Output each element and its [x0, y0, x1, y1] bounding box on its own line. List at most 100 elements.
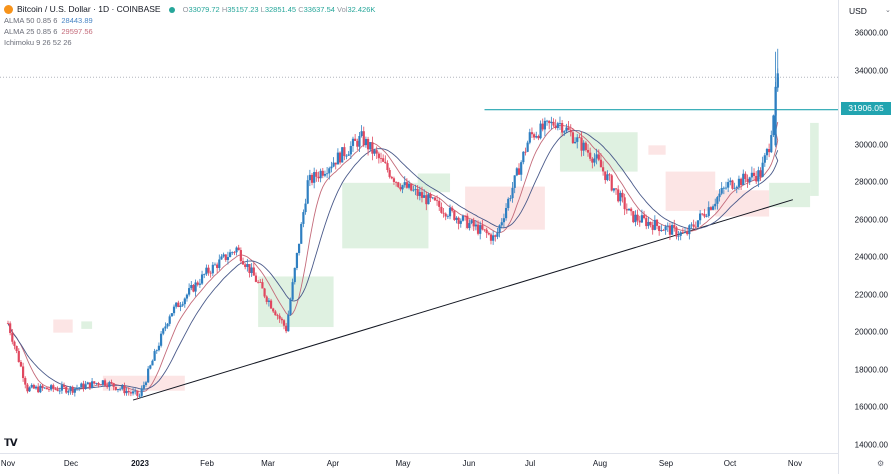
candle-body	[397, 182, 400, 188]
time-label-year: 2023	[131, 459, 149, 468]
candle-body	[597, 154, 600, 160]
price-axis[interactable]: USD ⌄ 36000.00 34000.00 31906.05 30000.0…	[838, 0, 895, 474]
chevron-down-icon[interactable]: ⌄	[885, 7, 891, 14]
time-label: Jun	[462, 459, 476, 468]
candle-body	[336, 152, 339, 165]
candle-body	[423, 195, 426, 198]
candle-body	[254, 275, 258, 282]
candle-body	[323, 173, 327, 176]
candle-body	[720, 188, 723, 194]
candle-body	[711, 206, 715, 210]
candle-body	[448, 207, 452, 217]
candle-body	[625, 209, 628, 211]
candle-body	[69, 386, 72, 392]
candle-body	[479, 225, 482, 234]
candle-body	[291, 282, 294, 300]
candle-body	[60, 385, 64, 391]
candle-body	[412, 189, 415, 191]
candle-body	[772, 115, 775, 136]
candle-body	[101, 380, 104, 385]
candle-body	[384, 161, 387, 164]
currency-selector[interactable]: USD	[849, 6, 867, 16]
candle-body	[416, 189, 419, 196]
candle-body	[30, 384, 33, 388]
candle-body	[444, 213, 447, 217]
candle-body	[140, 388, 143, 396]
candle-body	[466, 215, 469, 228]
ichimoku-cloud	[342, 182, 429, 249]
candle-body	[472, 220, 475, 227]
candle-body	[425, 195, 428, 205]
candle-body	[420, 192, 424, 198]
settings-icon[interactable]: ⚙	[877, 459, 885, 468]
candle-body	[630, 208, 633, 212]
candle-body	[209, 272, 212, 274]
candle-body	[435, 200, 439, 202]
candle-body	[556, 123, 559, 129]
candle-body	[11, 332, 14, 342]
candle-body	[289, 299, 292, 315]
candle-body	[84, 384, 87, 389]
candle-body	[776, 77, 779, 88]
candle-body	[82, 383, 85, 389]
candle-body	[517, 168, 521, 175]
candle-body	[345, 155, 348, 157]
candle-body	[282, 320, 286, 326]
candle-body	[80, 383, 83, 388]
candle-body	[121, 386, 124, 389]
candle-body	[606, 174, 609, 181]
candle-body	[317, 176, 320, 179]
candle-body	[470, 220, 473, 224]
symbol-title[interactable]: Bitcoin / U.S. Dollar · 1D · COINBASE	[17, 4, 161, 14]
candle-body	[545, 120, 549, 122]
candle-body	[679, 232, 682, 236]
candle-body	[224, 254, 227, 260]
price-chart-canvas[interactable]	[0, 0, 838, 453]
candle-body	[326, 173, 329, 175]
ichimoku-cloud	[810, 122, 819, 196]
candle-body	[351, 138, 355, 146]
candle-body	[496, 232, 499, 237]
indicator-alma-50[interactable]: ALMA 50 0.85 6 28443.89	[4, 16, 93, 25]
candle-body	[645, 218, 648, 227]
candle-body	[364, 138, 368, 146]
time-label: Nov	[0, 459, 16, 468]
candle-body	[763, 155, 766, 163]
candle-body	[177, 302, 180, 308]
candle-body	[440, 206, 443, 213]
indicator-ichimoku[interactable]: Ichimoku 9 26 52 26	[4, 38, 72, 47]
candle-body	[727, 182, 730, 188]
chart-legend: Bitcoin / U.S. Dollar · 1D · COINBASE O3…	[4, 4, 375, 48]
candle-body	[185, 294, 189, 299]
candle-body	[144, 382, 148, 385]
candle-body	[576, 137, 579, 142]
candle-body	[701, 213, 704, 215]
candle-body	[614, 188, 618, 190]
candle-body	[366, 138, 370, 150]
candle-body	[569, 129, 572, 133]
candle-body	[347, 154, 350, 156]
candle-body	[395, 181, 398, 183]
candle-body	[97, 383, 100, 385]
ichimoku-cloud	[53, 319, 73, 333]
candle-body	[502, 218, 506, 223]
candle-body	[716, 197, 719, 204]
candle-body	[203, 274, 206, 276]
ichimoku-cloud	[665, 171, 716, 211]
candle-body	[213, 264, 217, 266]
candle-body	[399, 187, 402, 190]
candle-body	[168, 316, 171, 324]
candle-body	[293, 267, 296, 283]
high-value: 35157.23	[227, 5, 259, 14]
indicator-alma-25[interactable]: ALMA 25 0.85 6 29597.56	[4, 27, 93, 36]
candle-body	[431, 197, 434, 199]
candle-body	[319, 170, 322, 179]
candle-body	[28, 387, 31, 392]
tradingview-logo-icon[interactable]: 𝗧𝗩	[4, 438, 18, 449]
alma-25-line	[7, 121, 779, 393]
candle-body	[388, 170, 391, 177]
candle-body	[610, 175, 613, 191]
candle-body	[705, 215, 708, 217]
candle-body	[119, 388, 122, 390]
time-axis[interactable]: Nov Dec 2023 Feb Mar Apr May Jun Jul Aug…	[0, 453, 838, 475]
